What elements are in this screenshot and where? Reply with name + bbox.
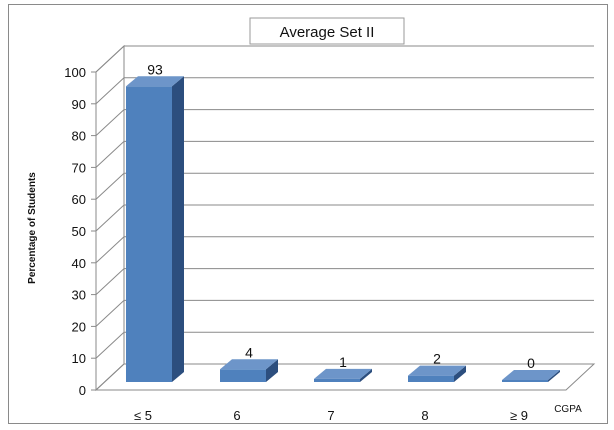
gridline <box>95 140 594 168</box>
bar-side-face <box>454 365 466 382</box>
bar-top-face <box>126 76 184 87</box>
x-axis-labels: ≤ 5 6 7 8 ≥ 9 <box>134 408 528 423</box>
gridline <box>95 204 594 232</box>
x-axis-title: CGPA <box>554 404 582 415</box>
y-tick-label: 40 <box>72 256 86 271</box>
bar-side-face <box>548 370 560 382</box>
bar <box>502 370 560 382</box>
bar-front-face <box>126 86 172 382</box>
bar-side-face <box>266 359 278 382</box>
data-label: 93 <box>147 61 163 77</box>
chart-title: Average Set II <box>280 24 375 41</box>
bar-side-face <box>172 76 184 382</box>
y-tick-label: 10 <box>72 351 86 366</box>
bar <box>220 359 278 382</box>
y-tick-label: 50 <box>72 224 86 239</box>
y-axis-title: Percentage of Students <box>27 172 38 284</box>
bar-front-face <box>502 380 548 382</box>
gridline <box>95 363 594 391</box>
gridline <box>95 299 594 327</box>
gridline <box>95 109 594 136</box>
chart-bars <box>126 76 560 382</box>
gridline <box>95 45 594 73</box>
data-label: 2 <box>433 351 441 367</box>
x-tick-label: 6 <box>233 408 240 423</box>
x-tick-label: ≥ 9 <box>510 408 528 423</box>
bar <box>408 365 466 382</box>
chart-title-box <box>249 17 405 45</box>
gridline <box>95 236 594 264</box>
data-labels: 93 4 1 2 0 <box>147 61 535 371</box>
bar-top-face <box>502 370 560 380</box>
y-tick-label: 90 <box>72 97 86 112</box>
bar-front-face <box>314 378 360 382</box>
x-tick-label: ≤ 5 <box>134 408 152 423</box>
bar <box>126 76 184 382</box>
y-tick-label: 80 <box>72 129 86 144</box>
x-tick-label: 7 <box>327 408 334 423</box>
data-label: 1 <box>339 354 347 370</box>
y-tick-label: 30 <box>72 288 86 303</box>
y-tick-label: 100 <box>64 65 86 80</box>
x-tick-label: 8 <box>421 408 428 423</box>
gridline <box>95 268 594 295</box>
data-label: 4 <box>245 344 253 360</box>
y-tick-label: 60 <box>72 192 86 207</box>
chart-gridlines <box>95 45 594 391</box>
gridline <box>95 77 594 105</box>
bar-side-face <box>360 368 372 382</box>
data-label: 0 <box>527 355 535 371</box>
bar-front-face <box>408 375 454 382</box>
bar-top-face <box>408 365 466 376</box>
gridline <box>95 172 594 200</box>
bar-top-face <box>314 368 372 379</box>
bar-front-face <box>220 369 266 382</box>
bar <box>314 368 372 382</box>
y-tick-label: 20 <box>72 319 86 334</box>
gridline <box>95 331 594 359</box>
bar-top-face <box>220 359 278 370</box>
y-tick-label: 70 <box>72 160 86 175</box>
y-tick-label: 0 <box>79 383 86 398</box>
